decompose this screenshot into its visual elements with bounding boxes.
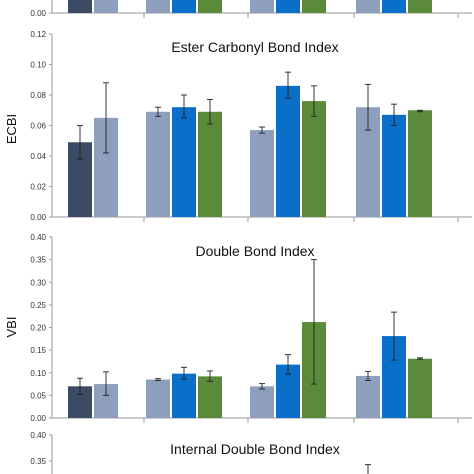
bar xyxy=(408,358,432,418)
y-tick-label: 0.35 xyxy=(30,256,46,265)
bar xyxy=(198,0,222,13)
bar xyxy=(408,0,432,13)
bar xyxy=(408,110,432,217)
bar xyxy=(302,0,326,13)
y-tick-label: 0.30 xyxy=(30,278,46,287)
chart-title: Internal Double Bond Index xyxy=(170,441,340,457)
bar xyxy=(146,379,170,418)
y-tick-label: 0.20 xyxy=(30,324,46,333)
bar xyxy=(276,0,300,13)
bar xyxy=(172,373,196,418)
bar xyxy=(250,386,274,418)
y-tick-label: 0.06 xyxy=(30,122,46,131)
bar xyxy=(276,85,300,217)
y-tick-label: 0.10 xyxy=(30,61,46,70)
chart-panel-3: 0.00 0.05 0.10 0.15 0.20 0.25 0.30 0.35 0.40 Doub… xyxy=(4,233,472,423)
bar-group-3 xyxy=(250,0,326,13)
bar xyxy=(198,376,222,418)
bar-group-4 xyxy=(365,464,371,474)
bar-group-4 xyxy=(356,311,432,418)
y-axis-label: ECBI xyxy=(4,114,19,144)
chart-title: Ester Carbonyl Bond Index xyxy=(171,39,338,55)
y-tick-label: 0.00 xyxy=(30,213,46,222)
bar-group-3 xyxy=(250,71,326,217)
bar xyxy=(198,111,222,217)
chart-panel-4: 0.35 0.40 Internal Double Bond Index xyxy=(30,431,371,474)
y-tick-label: 0.00 xyxy=(30,9,46,18)
bar xyxy=(94,0,118,13)
bar xyxy=(250,130,274,217)
chart-panel-1: 0.00 xyxy=(30,0,472,18)
bar xyxy=(172,0,196,13)
y-tick-label: 0.12 xyxy=(30,30,46,39)
bar xyxy=(356,0,380,13)
bar-group-2 xyxy=(146,94,222,217)
bar-group-1 xyxy=(68,0,118,13)
y-tick-label: 0.15 xyxy=(30,346,46,355)
y-tick-label: 0.35 xyxy=(30,457,46,466)
y-tick-label: 0.02 xyxy=(30,183,46,192)
bar xyxy=(250,0,274,13)
y-tick-label: 0.00 xyxy=(30,414,46,423)
y-tick-label: 0.25 xyxy=(30,301,46,310)
bar-group-4 xyxy=(356,0,432,13)
bar xyxy=(172,107,196,217)
bar xyxy=(356,375,380,418)
bar-group-2 xyxy=(146,366,222,418)
bar-group-1 xyxy=(68,82,118,217)
y-axis-label: VBI xyxy=(4,317,19,338)
y-tick-label: 0.04 xyxy=(30,152,46,161)
bar xyxy=(146,0,170,13)
bar-group-4 xyxy=(356,83,432,217)
bar xyxy=(68,0,92,13)
bar xyxy=(302,101,326,217)
bar-group-1 xyxy=(68,371,118,418)
y-tick-label: 0.10 xyxy=(30,369,46,378)
y-tick-label: 0.40 xyxy=(30,233,46,242)
bar-group-2 xyxy=(146,0,222,13)
chart-panel-2: 0.00 0.02 0.04 0.06 0.08 0.10 0.12 Ester Carbon… xyxy=(4,30,472,222)
y-tick-label: 0.08 xyxy=(30,91,46,100)
bar xyxy=(382,114,406,217)
bar xyxy=(382,0,406,13)
y-tick-label: 0.05 xyxy=(30,391,46,400)
bar xyxy=(146,111,170,217)
chart-title: Double Bond Index xyxy=(195,243,314,259)
y-tick-label: 0.40 xyxy=(30,431,46,440)
bar-group-3 xyxy=(250,259,326,418)
